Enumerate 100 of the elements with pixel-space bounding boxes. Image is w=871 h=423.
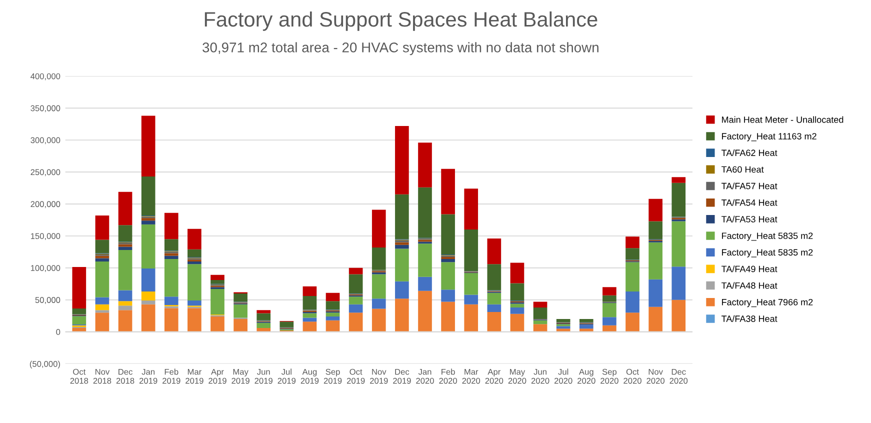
legend-label: TA/FA38 Heat — [721, 315, 778, 322]
bar — [602, 317, 616, 326]
chart-subtitle: 30,971 m2 total area - 20 HVAC systems with no data not shown — [202, 42, 598, 56]
bar — [441, 168, 455, 214]
bar — [510, 262, 524, 284]
x-tick-label: Nov 2020 — [646, 368, 664, 384]
x-tick-label: Jul 2019 — [278, 368, 296, 384]
bar — [95, 262, 110, 298]
bar — [395, 281, 409, 299]
bar — [326, 301, 340, 310]
bar — [164, 253, 178, 256]
bar — [533, 308, 548, 320]
x-tick-label: Dec 2018 — [116, 368, 134, 384]
legend-label: Main Heat Meter - Unallocated — [722, 116, 844, 123]
bar — [626, 312, 640, 332]
bar — [210, 274, 224, 280]
bar — [326, 320, 340, 332]
bar — [141, 292, 156, 300]
bar — [141, 220, 156, 224]
bar — [626, 248, 640, 260]
bar — [395, 126, 409, 194]
x-tick-label: May 2019 — [232, 368, 250, 384]
bar — [533, 324, 548, 332]
bar — [372, 210, 386, 248]
bar — [372, 247, 386, 270]
bar — [464, 273, 478, 295]
x-tick-label: Aug 2020 — [578, 368, 596, 384]
y-tick-label: 250,000 — [30, 169, 60, 176]
y-tick-label: 100,000 — [30, 265, 60, 272]
x-tick-label: Nov 2018 — [93, 368, 112, 384]
bar — [602, 295, 616, 302]
y-tick-label: 0 — [56, 329, 60, 335]
bar — [118, 246, 132, 250]
x-tick-label: Jan 2020 — [416, 368, 434, 384]
bar — [188, 300, 202, 306]
x-tick-label: Dec 2019 — [393, 368, 411, 384]
bar — [141, 300, 156, 304]
bar — [95, 297, 110, 304]
bar — [464, 304, 478, 332]
y-tick-label: (50,000) — [30, 360, 60, 369]
bar — [464, 230, 478, 272]
y-tick-label: 200,000 — [30, 201, 60, 208]
y-tick-label: 150,000 — [30, 233, 60, 240]
bar — [95, 215, 110, 240]
bar — [418, 142, 432, 188]
bar — [188, 228, 202, 250]
x-tick-label: Sep 2020 — [600, 368, 618, 384]
bar — [118, 310, 132, 332]
legend-label: TA/FA49 Heat — [721, 266, 778, 272]
bar — [672, 266, 686, 300]
bar — [95, 240, 110, 254]
bar — [141, 268, 156, 292]
bar — [72, 308, 86, 314]
bar — [395, 248, 409, 282]
bar — [418, 290, 432, 332]
bar — [256, 322, 271, 328]
bar — [164, 258, 178, 297]
bar — [118, 244, 132, 247]
x-tick-label: Jan 2019 — [139, 368, 158, 384]
x-tick-label: Feb 2020 — [439, 368, 457, 384]
x-tick-label: Dec 2020 — [670, 368, 688, 384]
bar — [372, 308, 386, 332]
bar — [95, 304, 110, 310]
bar — [234, 304, 248, 318]
bar — [234, 293, 248, 302]
bar — [487, 292, 502, 304]
bar — [579, 328, 594, 332]
bar — [164, 239, 178, 251]
bar — [141, 218, 156, 221]
bar — [602, 325, 616, 332]
bar — [372, 274, 386, 299]
bar — [280, 322, 294, 328]
bar — [626, 236, 640, 248]
legend-label: Factory_Heat 5835 m2 — [722, 249, 813, 258]
x-tick-label: Sep 2019 — [324, 368, 342, 384]
bar — [72, 316, 86, 324]
x-tick-label: Aug 2019 — [300, 368, 319, 384]
bar — [302, 296, 317, 310]
x-tick-label: Oct 2019 — [346, 368, 365, 384]
bar — [72, 328, 86, 332]
bar — [234, 319, 248, 332]
legend-label: TA/FA53 Heat — [721, 216, 778, 222]
bar — [95, 256, 110, 258]
bar — [418, 187, 432, 238]
y-tick-label: 350,000 — [30, 105, 60, 112]
bar — [118, 250, 132, 290]
bar — [672, 182, 686, 217]
bar — [533, 302, 548, 308]
bar — [372, 298, 386, 309]
bar — [579, 319, 594, 322]
bar — [648, 221, 662, 240]
bar — [395, 244, 409, 249]
bar — [487, 264, 502, 290]
bar — [141, 224, 156, 269]
bar — [302, 286, 317, 296]
legend-label: TA/FA54 Heat — [721, 199, 778, 206]
bar — [188, 308, 202, 332]
x-tick-label: Apr 2019 — [208, 368, 226, 384]
bar — [141, 116, 156, 176]
x-tick-label: Oct 2018 — [70, 368, 88, 384]
